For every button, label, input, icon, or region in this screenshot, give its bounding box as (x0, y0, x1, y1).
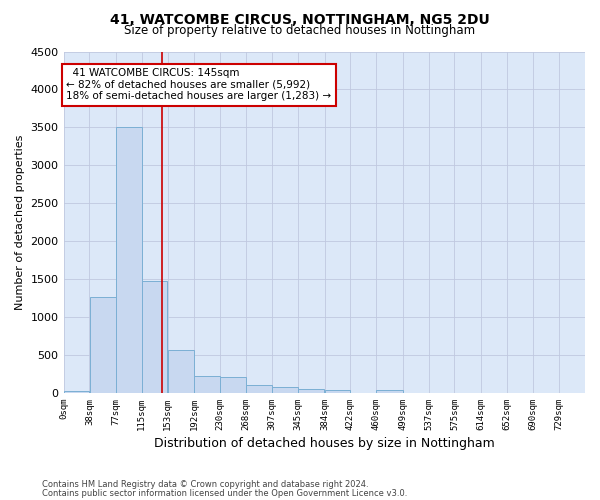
Text: Contains public sector information licensed under the Open Government Licence v3: Contains public sector information licen… (42, 489, 407, 498)
Text: 41 WATCOMBE CIRCUS: 145sqm
← 82% of detached houses are smaller (5,992)
18% of s: 41 WATCOMBE CIRCUS: 145sqm ← 82% of deta… (66, 68, 331, 102)
Bar (116, 128, 142, 393)
Bar (64, 391, 89, 393)
Bar (142, 280, 167, 393)
X-axis label: Distribution of detached houses by size in Nottingham: Distribution of detached houses by size … (154, 437, 494, 450)
Text: 41, WATCOMBE CIRCUS, NOTTINGHAM, NG5 2DU: 41, WATCOMBE CIRCUS, NOTTINGHAM, NG5 2DU (110, 12, 490, 26)
Y-axis label: Number of detached properties: Number of detached properties (15, 134, 25, 310)
Bar (272, 387, 298, 393)
Bar (298, 389, 325, 393)
Bar (220, 377, 245, 393)
Bar (89, 298, 116, 393)
Bar (246, 384, 272, 393)
Bar (168, 350, 194, 393)
Text: Contains HM Land Registry data © Crown copyright and database right 2024.: Contains HM Land Registry data © Crown c… (42, 480, 368, 489)
Bar (325, 390, 350, 393)
Bar (376, 390, 403, 393)
Bar (194, 376, 220, 393)
Text: Size of property relative to detached houses in Nottingham: Size of property relative to detached ho… (124, 24, 476, 37)
